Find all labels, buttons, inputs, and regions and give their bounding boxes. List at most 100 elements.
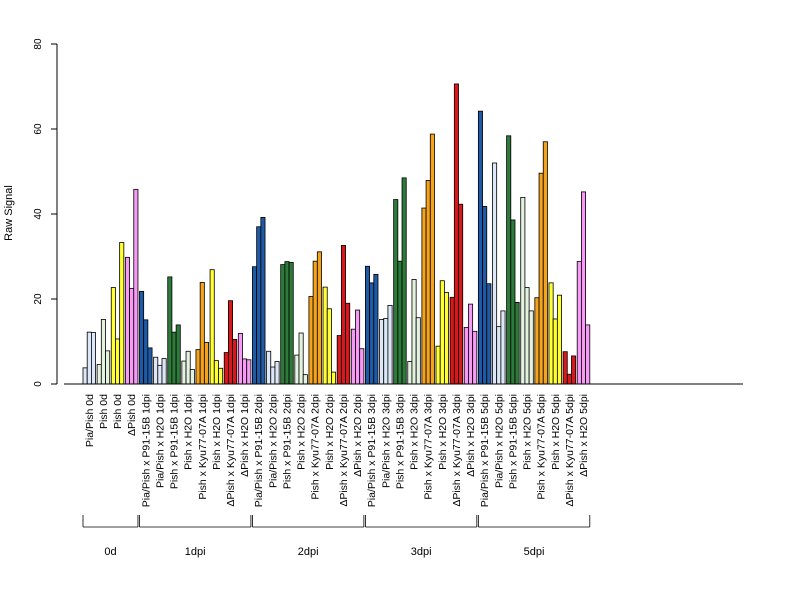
bar [449, 296, 455, 385]
bar [393, 199, 399, 385]
bar [576, 261, 582, 385]
bar [316, 251, 322, 385]
bar [542, 141, 548, 385]
bar [153, 356, 159, 385]
bar [364, 265, 370, 385]
bar [387, 304, 393, 385]
bar [429, 133, 435, 385]
category-label: Pia/Pish x P91-15B 3dpi [366, 394, 378, 507]
bar [581, 191, 587, 385]
bar [528, 310, 534, 385]
bar [100, 318, 106, 385]
category-label: Pish x P91-15B 5dpi [507, 394, 519, 489]
category-label: Pish x H2O 1dpi [211, 394, 223, 470]
category-label: ΔPish x H2O 3dpi [465, 394, 477, 477]
y-tick-label: 0 [33, 381, 44, 387]
bar [298, 332, 304, 385]
bar [538, 172, 544, 385]
category-label: ΔPish x H2O 5dpi [578, 394, 590, 477]
group-label: 3dpi [411, 546, 432, 558]
category-label: Pia/Pish x H2O 5dpi [493, 394, 505, 488]
bar [242, 358, 248, 385]
bars [82, 83, 591, 385]
bar [415, 317, 421, 385]
bar [492, 162, 498, 385]
category-label: ΔPish x Kyu77-07A 5dpi [564, 394, 576, 507]
bar [556, 294, 562, 385]
bar [284, 261, 290, 385]
bar [161, 358, 167, 385]
bar [571, 355, 577, 385]
bar [133, 188, 139, 385]
category-labels: Pia/Pish 0d Pish 0d Pish 0d ΔPish 0d Pia/Pis… [84, 394, 590, 507]
bar [105, 350, 111, 385]
category-label: Pish 0d [98, 394, 110, 429]
category-label: Pish x H2O 1dpi [183, 394, 195, 470]
bar [96, 364, 102, 385]
bar [82, 367, 88, 385]
category-label: Pish x P91-15B 3dpi [394, 394, 406, 489]
bar [373, 273, 379, 385]
category-label: Pia/Pish x H2O 3dpi [380, 394, 392, 488]
bar [167, 276, 173, 385]
category-label: Pish x H2O 2dpi [296, 394, 308, 470]
bar [115, 338, 121, 385]
bar [453, 83, 459, 385]
category-label: ΔPish x Kyu77-07A 1dpi [225, 394, 237, 507]
bar [383, 318, 389, 385]
bar [345, 302, 351, 385]
category-label: Pia/Pish x P91-15B 2dpi [253, 394, 265, 507]
category-label: Pish x P91-15B 2dpi [281, 394, 293, 489]
category-label: Pish x H2O 5dpi [550, 394, 562, 470]
bar [562, 351, 568, 385]
bar [355, 309, 361, 385]
bar [256, 226, 262, 385]
bar [500, 310, 506, 385]
bar [552, 318, 558, 385]
bar [425, 180, 431, 385]
bar [171, 331, 177, 385]
bar [218, 367, 224, 385]
y-axis-label: Raw Signal [3, 185, 15, 241]
category-label: ΔPish 0d [126, 394, 138, 436]
bar [260, 216, 266, 385]
bar [534, 297, 540, 385]
bar [227, 300, 233, 385]
bar [443, 292, 449, 385]
bar [350, 328, 356, 385]
category-label: ΔPish x H2O 2dpi [352, 394, 364, 477]
bar [477, 110, 483, 385]
bar [435, 345, 441, 385]
bar [175, 324, 181, 385]
category-label: Pish x H2O 2dpi [324, 394, 336, 470]
bar [458, 203, 464, 385]
bar [203, 341, 209, 385]
bar [548, 282, 554, 385]
bar [143, 319, 149, 385]
bar [302, 374, 308, 385]
bar [439, 280, 445, 385]
bar [181, 360, 187, 385]
y-tick-label: 60 [33, 123, 44, 135]
bar [585, 324, 591, 385]
bar [91, 332, 97, 385]
bar [486, 283, 492, 385]
bar [520, 197, 526, 385]
bar [246, 359, 252, 385]
bar [139, 290, 145, 385]
bar [472, 330, 478, 385]
bar [340, 245, 346, 385]
bar [331, 371, 337, 385]
bar [195, 349, 201, 385]
bar [359, 348, 365, 385]
bar [401, 177, 407, 385]
bar [199, 282, 205, 385]
category-label: Pish x H2O 5dpi [522, 394, 534, 470]
category-label: Pia/Pish x H2O 1dpi [154, 394, 166, 488]
bar [213, 360, 219, 385]
category-label: Pish 0d [112, 394, 124, 429]
bar [421, 207, 427, 385]
category-label: ΔPish x H2O 1dpi [239, 394, 251, 477]
bar [119, 242, 125, 385]
